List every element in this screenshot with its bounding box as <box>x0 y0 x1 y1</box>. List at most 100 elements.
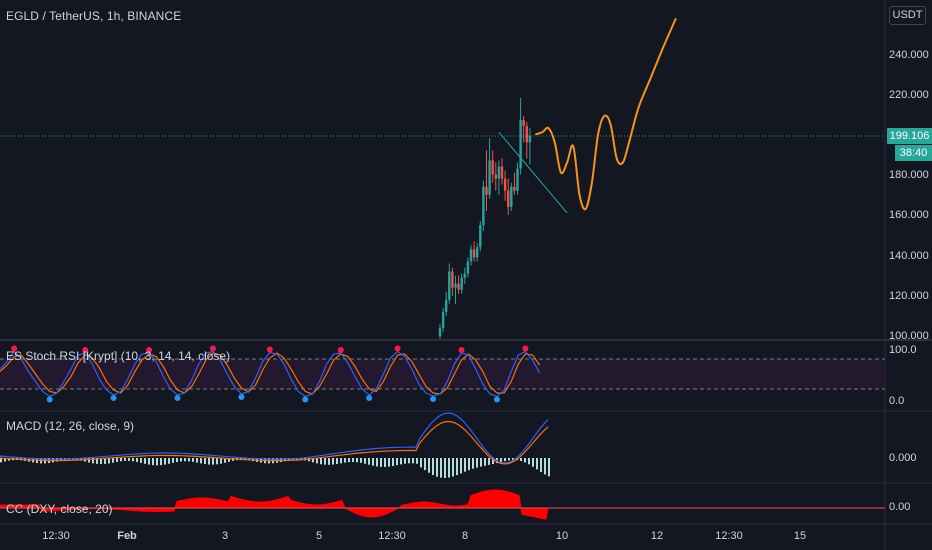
macd-histogram-bar <box>508 458 510 461</box>
time-tick-label: 3 <box>221 530 229 542</box>
macd-histogram-bar <box>248 458 250 461</box>
candle-body <box>488 160 491 195</box>
candle-body <box>525 126 528 143</box>
macd-histogram-bar <box>0 458 2 463</box>
macd-histogram-bar <box>432 458 434 475</box>
macd-series <box>0 412 550 478</box>
candle-body <box>516 168 519 191</box>
cc-label[interactable]: CC (DXY, close, 20) <box>6 502 113 516</box>
stoch-trough-marker <box>366 395 373 401</box>
macd-histogram-bar <box>124 458 126 461</box>
stoch-trough-marker <box>110 395 117 401</box>
stoch-peak-marker <box>394 345 401 352</box>
macd-histogram-bar <box>136 458 138 462</box>
macd-histogram-bar <box>352 458 354 463</box>
macd-histogram-bar <box>348 458 350 463</box>
macd-histogram-bar <box>208 458 210 465</box>
candle-body <box>457 283 460 290</box>
macd-histogram-bar <box>212 458 214 465</box>
macd-histogram-bar <box>96 458 98 464</box>
macd-histogram-bar <box>364 458 366 464</box>
macd-histogram-bar <box>344 458 346 463</box>
stoch-trough-marker <box>430 396 437 402</box>
macd-histogram-bar <box>132 458 134 462</box>
macd-histogram-bar <box>168 458 170 464</box>
macd-histogram-bar <box>380 458 382 467</box>
symbol-title[interactable]: EGLD / TetherUS, 1h, BINANCE <box>6 9 182 23</box>
macd-histogram-bar <box>500 458 502 463</box>
time-tick-label: 12:30 <box>715 530 743 542</box>
macd-histogram-bar <box>396 458 398 466</box>
macd-histogram-bar <box>116 458 118 462</box>
trendline[interactable] <box>498 131 568 214</box>
time-tick-label: 10 <box>555 530 569 542</box>
macd-histogram-bar <box>244 458 246 460</box>
macd-histogram-bar <box>216 458 218 465</box>
macd-histogram-bar <box>140 458 142 463</box>
macd-histogram-bar <box>520 458 522 461</box>
macd-histogram-bar <box>88 458 90 463</box>
macd-histogram-bar <box>412 458 414 464</box>
time-tick-label: 12 <box>650 530 664 542</box>
macd-histogram-bar <box>488 458 490 465</box>
countdown-tag: 38:40 <box>895 145 932 161</box>
macd-histogram-bar <box>424 458 426 471</box>
time-tick-label: 15 <box>793 530 807 542</box>
macd-histogram-bar <box>540 458 542 473</box>
macd-histogram-bar <box>336 458 338 465</box>
macd-histogram-bar <box>376 458 378 467</box>
macd-histogram-bar <box>436 458 438 477</box>
macd-histogram-bar <box>104 458 106 464</box>
macd-histogram-bar <box>92 458 94 464</box>
macd-histogram-bar <box>220 458 222 464</box>
price-tick-label: 220.000 <box>889 89 929 101</box>
stoch-peak-marker <box>337 347 344 353</box>
macd-histogram-bar <box>476 458 478 468</box>
candle-body <box>479 225 482 248</box>
candle-body <box>472 249 476 258</box>
macd-histogram-bar <box>408 458 410 464</box>
candle-body <box>445 299 448 312</box>
candle-body <box>519 120 522 169</box>
candle-body <box>441 311 445 329</box>
stoch-d-line <box>0 352 541 395</box>
candlestick-series <box>438 97 532 339</box>
cc-zero-label: 0.00 <box>889 501 911 513</box>
stoch-peak-marker <box>458 347 465 353</box>
candle-body <box>454 283 457 288</box>
macd-histogram-bar <box>164 458 166 465</box>
projection-curve[interactable] <box>535 18 677 211</box>
macd-histogram-bar <box>428 458 430 473</box>
macd-histogram-bar <box>384 458 386 467</box>
candle-body <box>448 271 451 300</box>
candle-body <box>451 271 454 288</box>
price-tick-label: 140.000 <box>889 250 929 262</box>
macd-histogram-bar <box>440 458 442 478</box>
macd-histogram-bar <box>108 458 110 464</box>
macd-label[interactable]: MACD (12, 26, close, 9) <box>6 419 135 433</box>
currency-button[interactable]: USDT <box>889 6 926 25</box>
macd-histogram-bar <box>528 458 530 465</box>
macd-histogram-bar <box>128 458 130 461</box>
cc-area <box>0 489 549 520</box>
macd-histogram-bar <box>464 458 466 472</box>
stoch-peak-marker <box>82 347 89 353</box>
macd-histogram-bar <box>512 458 514 461</box>
macd-histogram-bar <box>120 458 122 462</box>
cc-series <box>0 489 885 520</box>
macd-histogram-bar <box>112 458 114 463</box>
time-tick-label: Feb <box>117 530 137 542</box>
macd-histogram-bar <box>340 458 342 464</box>
stoch-peak-marker <box>266 346 273 353</box>
macd-histogram-bar <box>56 458 58 462</box>
macd-histogram-bar <box>504 458 506 462</box>
macd-histogram-bar <box>448 458 450 478</box>
macd-histogram-bar <box>180 458 182 462</box>
stoch-rsi-label[interactable]: ES Stoch RSI [Krypt] (10, 3, 14, 14, clo… <box>6 349 231 363</box>
macd-histogram-bar <box>184 458 186 462</box>
macd-histogram-bar <box>444 458 446 478</box>
price-tick-label: 160.000 <box>889 209 929 221</box>
macd-histogram-bar <box>332 458 334 465</box>
macd-histogram-bar <box>176 458 178 463</box>
